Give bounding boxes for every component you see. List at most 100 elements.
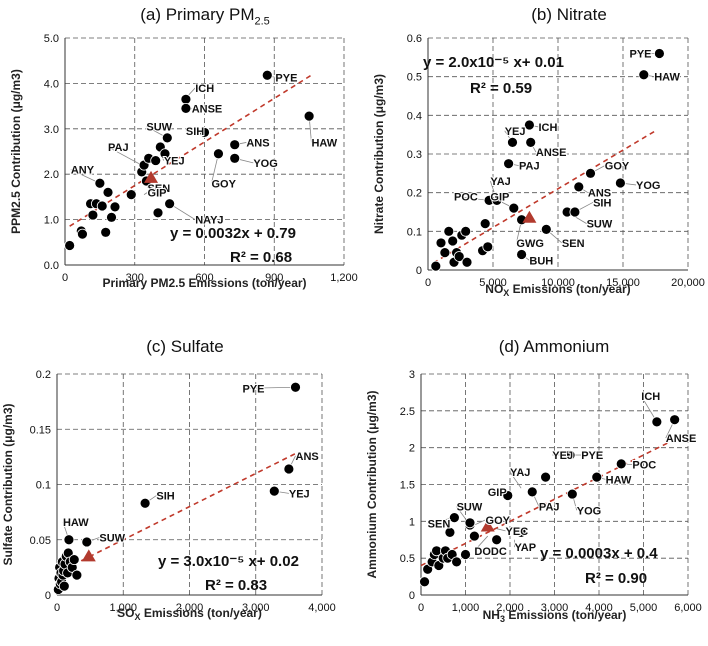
data-point — [100, 226, 112, 238]
point-label: GIP — [490, 192, 509, 204]
point-label: SIH — [593, 197, 611, 209]
data-point — [96, 200, 108, 212]
data-point — [508, 202, 520, 214]
point-label: SUW — [587, 219, 613, 231]
point-label: SEN — [562, 238, 585, 250]
data-point — [448, 512, 460, 524]
chart-title-c: (c) Sulfate — [146, 337, 224, 356]
point-label: PYE — [581, 450, 603, 462]
y-tick-label: 0.5 — [400, 553, 415, 565]
data-point — [439, 247, 451, 259]
data-point — [152, 207, 164, 219]
x-tick-label: 2,000 — [176, 602, 204, 614]
y-tick-label: 2 — [409, 443, 415, 455]
data-point — [435, 237, 447, 249]
data-point — [102, 186, 114, 198]
point-label: GIP — [148, 187, 167, 199]
data-point — [164, 198, 176, 210]
y-axis-label: Ammonium Contribution (μg/m3) — [365, 391, 379, 579]
y-tick-label: 0 — [416, 265, 422, 277]
chart-plot-a: 0.0 1.0 2.0 3.0 4.0 5.0 0 300 600 900 1,200 Primary… — [9, 33, 358, 290]
point-label: YEJ — [289, 488, 310, 500]
x-tick-label: 2,000 — [496, 602, 524, 614]
y-tick-label: 0.1 — [407, 226, 422, 238]
x-tick-label: 600 — [195, 272, 213, 284]
label-leader-line — [474, 535, 489, 552]
point-label: YEJ — [164, 156, 185, 168]
y-tick-label: 0.6 — [407, 33, 422, 45]
y-tick-label: 1.5 — [400, 480, 415, 492]
regression-equation: y = 2.0x10⁻⁵ x+ 0.01 — [423, 54, 564, 71]
data-point — [515, 526, 527, 538]
data-point — [482, 241, 494, 253]
x-tick-label: 4,000 — [585, 602, 613, 614]
data-point — [460, 225, 472, 237]
point-label: SUW — [146, 122, 172, 134]
trend-line — [432, 129, 658, 264]
x-tick-label: 6,000 — [674, 602, 702, 614]
r-squared-label: R² = 0.90 — [585, 570, 647, 587]
trend-line — [420, 436, 680, 567]
point-label: SUW — [457, 502, 483, 514]
point-label: HAW — [63, 517, 89, 529]
chart-plot-d: 0 0.5 1 1.5 2 2.5 3 0 1,000 2,000 3,000 4,000 5,000 6… — [365, 369, 702, 624]
point-label: BUH — [529, 255, 553, 267]
data-point — [638, 69, 650, 81]
data-point — [468, 530, 480, 542]
data-point — [540, 471, 551, 483]
point-label: GOY — [605, 161, 630, 173]
point-label: GOY — [486, 515, 511, 527]
y-tick-label: 0.1 — [36, 480, 51, 492]
point-label: SIH — [186, 126, 204, 138]
data-point — [654, 48, 665, 59]
r-squared-label: R² = 0.68 — [230, 249, 292, 266]
data-point — [150, 155, 162, 166]
x-tick-label: 5,000 — [630, 602, 658, 614]
data-point — [451, 556, 463, 568]
trend-line — [69, 74, 312, 227]
y-tick-label: 3 — [409, 369, 415, 381]
mean-marker — [522, 210, 537, 223]
point-label: ANS — [246, 137, 269, 149]
y-tick-label: 0.2 — [407, 188, 422, 200]
data-point — [443, 225, 455, 237]
x-tick-label: 3,000 — [541, 602, 569, 614]
data-point — [161, 132, 173, 144]
data-point — [77, 228, 88, 240]
y-tick-label: 0.3 — [407, 149, 422, 161]
chart-title-b: (b) Nitrate — [531, 5, 607, 24]
label-leader-line — [474, 519, 486, 526]
data-point — [283, 463, 295, 475]
data-point — [180, 102, 192, 114]
point-label: HAW — [654, 72, 680, 84]
regression-equation: y = 3.0x10⁻⁵ x+ 0.02 — [158, 553, 299, 570]
chart-panel-d: (d) Ammonium — [354, 323, 708, 646]
regression-equation: y = 0.0032x + 0.79 — [170, 225, 296, 242]
data-point — [491, 534, 503, 546]
point-label: PAJ — [519, 161, 540, 173]
data-point — [64, 240, 76, 251]
data-point — [503, 158, 515, 170]
data-point — [447, 235, 459, 247]
data-point — [615, 458, 627, 470]
point-label: PYE — [275, 72, 297, 84]
x-tick-label: 300 — [126, 272, 144, 284]
point-label: DODC — [474, 546, 506, 558]
point-label: YAJ — [510, 467, 530, 479]
data-point — [502, 490, 514, 501]
point-label: ICH — [539, 122, 558, 134]
data-point — [159, 148, 171, 160]
y-tick-label: 0.5 — [407, 72, 422, 84]
x-axis-label: NH3 Emissions (ton/year) — [483, 608, 627, 624]
chart-title-a: (a) Primary PM2.5 — [140, 5, 270, 28]
data-point — [139, 497, 151, 509]
data-point — [461, 256, 473, 268]
x-tick-label: 0 — [425, 277, 431, 289]
x-tick-label: 15,000 — [606, 277, 640, 289]
x-tick-label: 1,000 — [452, 602, 480, 614]
data-point — [564, 449, 576, 461]
y-tick-label: 0.0 — [44, 260, 59, 272]
point-label: YEC — [506, 526, 529, 538]
data-point — [213, 148, 224, 160]
